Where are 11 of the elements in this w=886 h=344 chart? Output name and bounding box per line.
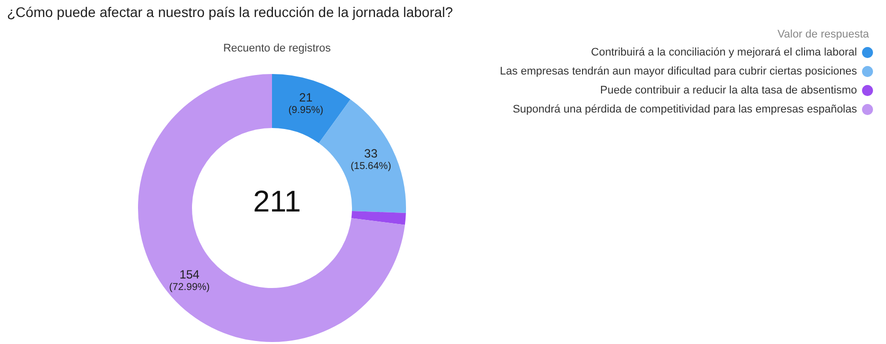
data-label: 33 (15.64%) <box>350 146 392 172</box>
legend-label: Contribuirá a la conciliación y mejorará el clima laboral <box>591 46 857 58</box>
data-label: 21 (9.95%) <box>288 90 324 116</box>
data-label: 154 (72.99%) <box>169 268 210 294</box>
text: 211 <box>253 186 301 218</box>
chart-subtitle: Recuento de registros <box>223 42 332 54</box>
legend-label: Supondrá una pérdida de competitividad para las empresas españolas <box>512 104 858 116</box>
legend-title: Valor de respuesta <box>777 28 870 40</box>
legend-label: Puede contribuir a reducir la alta tasa de absentismo <box>600 84 857 96</box>
chart-title: ¿Cómo puede afectar a nuestro país la reducción de la jornada laboral? <box>7 4 454 20</box>
legend-label: Las empresas tendrán aun mayor dificultad para cubrir ciertas posiciones <box>500 66 858 78</box>
